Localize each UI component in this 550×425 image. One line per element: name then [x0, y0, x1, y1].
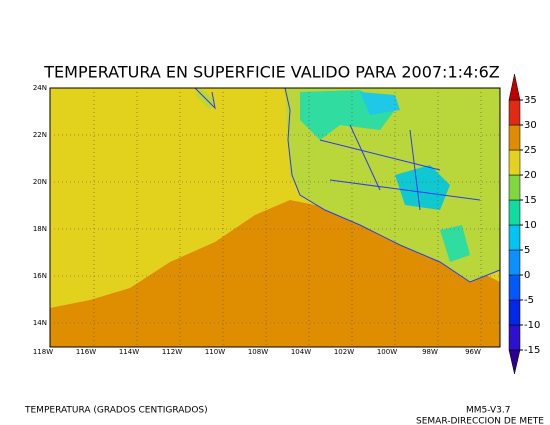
colorbar-band: [508, 274, 521, 301]
colorbar-label: -10: [524, 320, 540, 331]
lon-label: 116W: [76, 348, 96, 356]
footer-left: TEMPERATURA (GRADOS CENTIGRADOS): [24, 406, 208, 416]
lat-label: 20N: [33, 178, 47, 186]
cool-patch: [360, 92, 400, 115]
lon-label: 114W: [119, 348, 139, 356]
lat-label: 14N: [33, 319, 47, 327]
lon-label: 108W: [248, 348, 268, 356]
coastline: [284, 87, 501, 283]
colorbar-band: [508, 224, 521, 251]
colorbar-label: -5: [524, 295, 534, 306]
lon-label: 102W: [334, 348, 354, 356]
lat-label: 16N: [33, 272, 47, 280]
coastline: [194, 87, 216, 110]
colorbar-band: [508, 99, 521, 126]
title: TEMPERATURA EN SUPERFICIE VALIDO PARA 20…: [43, 63, 500, 82]
colorbar-over: [508, 73, 521, 101]
state-borders: [319, 124, 481, 211]
cool-patch: [395, 165, 450, 210]
map: [49, 87, 501, 348]
cool-patch: [440, 225, 470, 262]
colorbar-band: [508, 299, 521, 326]
colorbar-label: 15: [524, 195, 537, 206]
footer-model: MM5-V3.7: [466, 406, 510, 416]
lon-label: 96W: [465, 348, 481, 356]
lon-label: 110W: [205, 348, 225, 356]
lon-label: 118W: [33, 348, 53, 356]
colorbar-band: [508, 199, 521, 226]
footer-institution: SEMAR-DIRECCION DE METE: [416, 417, 544, 425]
colorbar-band: [508, 174, 521, 201]
colorbar-label: 35: [524, 95, 537, 106]
colorbar-label: -15: [524, 345, 540, 356]
colorbar-band: [508, 324, 521, 351]
colorbar-under: [508, 349, 521, 375]
lon-label: 98W: [422, 348, 438, 356]
lat-label: 22N: [33, 131, 47, 139]
colorbar-label: 30: [524, 120, 537, 131]
colorbar-band: [508, 249, 521, 276]
lat-label: 18N: [33, 225, 47, 233]
colorbar-band: [508, 149, 521, 176]
colorbar-label: 0: [524, 270, 530, 281]
colorbar-label: 20: [524, 170, 537, 181]
colorbar-label: 10: [524, 220, 537, 231]
colorbar-label: 5: [524, 245, 530, 256]
map-frame: [49, 87, 501, 348]
colorbar-label: 25: [524, 145, 537, 156]
lon-label: 100W: [377, 348, 397, 356]
lat-label: 24N: [33, 84, 47, 92]
lon-label: 112W: [162, 348, 182, 356]
lon-label: 104W: [291, 348, 311, 356]
colorbar-band: [508, 124, 521, 151]
